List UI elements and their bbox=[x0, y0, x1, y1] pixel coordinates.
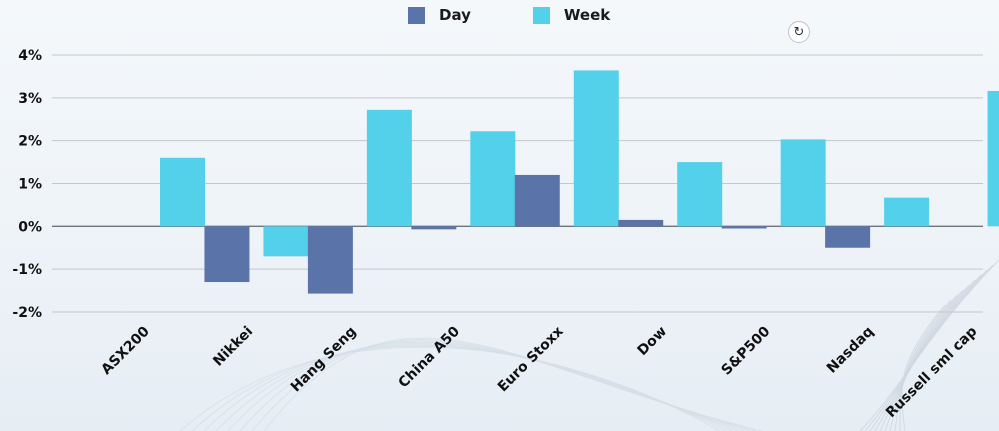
background-wave bbox=[889, 289, 964, 431]
bar-week bbox=[573, 70, 619, 227]
bar-week bbox=[884, 197, 930, 227]
y-tick-label: -1% bbox=[12, 262, 42, 278]
x-tick-label: Dow bbox=[635, 323, 671, 359]
background-wave bbox=[894, 294, 958, 431]
background-wave bbox=[884, 284, 970, 431]
bar-day bbox=[307, 226, 353, 294]
bar-week bbox=[987, 90, 999, 227]
background-wave bbox=[864, 264, 994, 431]
x-axis: ASX200 Nikkei Hang Seng China A50 Euro Stoxx… bbox=[98, 323, 980, 421]
x-tick-label: Nasdaq bbox=[824, 324, 877, 377]
x-tick-label: Euro Stoxx bbox=[495, 324, 567, 396]
legend: Day Week bbox=[408, 6, 610, 24]
bars bbox=[160, 70, 999, 294]
bar-day bbox=[825, 226, 871, 248]
bar-week bbox=[470, 131, 516, 227]
legend-label-week: Week bbox=[563, 6, 611, 24]
bar-week bbox=[160, 157, 205, 227]
y-tick-label: 3% bbox=[18, 91, 42, 107]
x-tick-label: ASX200 bbox=[98, 323, 153, 378]
bar-day bbox=[618, 219, 664, 227]
x-tick-label: Nikkei bbox=[210, 324, 256, 370]
y-tick-label: 4% bbox=[18, 48, 42, 64]
legend-label-day: Day bbox=[439, 6, 471, 24]
bar-week bbox=[677, 162, 723, 227]
x-tick-label: China A50 bbox=[396, 323, 464, 391]
legend-swatch-week bbox=[532, 6, 550, 24]
bar-day bbox=[411, 226, 457, 230]
bar-week bbox=[366, 109, 412, 227]
bar-day bbox=[721, 226, 767, 229]
background-wave bbox=[263, 337, 763, 431]
legend-item-day[interactable]: Day bbox=[408, 6, 471, 24]
y-tick-label: 1% bbox=[18, 177, 42, 193]
background-waves bbox=[179, 259, 999, 431]
bar-week bbox=[780, 139, 826, 227]
bar-day bbox=[204, 226, 250, 283]
x-tick-label: Hang Seng bbox=[288, 324, 360, 396]
refresh-icon[interactable]: ↻ bbox=[788, 21, 810, 43]
background-wave bbox=[899, 299, 952, 431]
y-axis: -2% -1% 0% 1% 2% 3% 4% bbox=[12, 48, 42, 321]
y-tick-label: 0% bbox=[18, 219, 42, 235]
bar-week bbox=[263, 226, 309, 257]
background-wave bbox=[203, 344, 733, 431]
background-wave bbox=[859, 259, 999, 431]
y-tick-label: 2% bbox=[18, 134, 42, 150]
background-wave bbox=[901, 304, 946, 431]
legend-swatch-day bbox=[408, 6, 425, 24]
y-tick-label: -2% bbox=[12, 305, 42, 321]
x-tick-label: S&P500 bbox=[718, 323, 773, 378]
legend-item-week[interactable]: Week bbox=[532, 6, 611, 24]
background-wave bbox=[179, 346, 721, 431]
bar-day bbox=[514, 174, 560, 227]
